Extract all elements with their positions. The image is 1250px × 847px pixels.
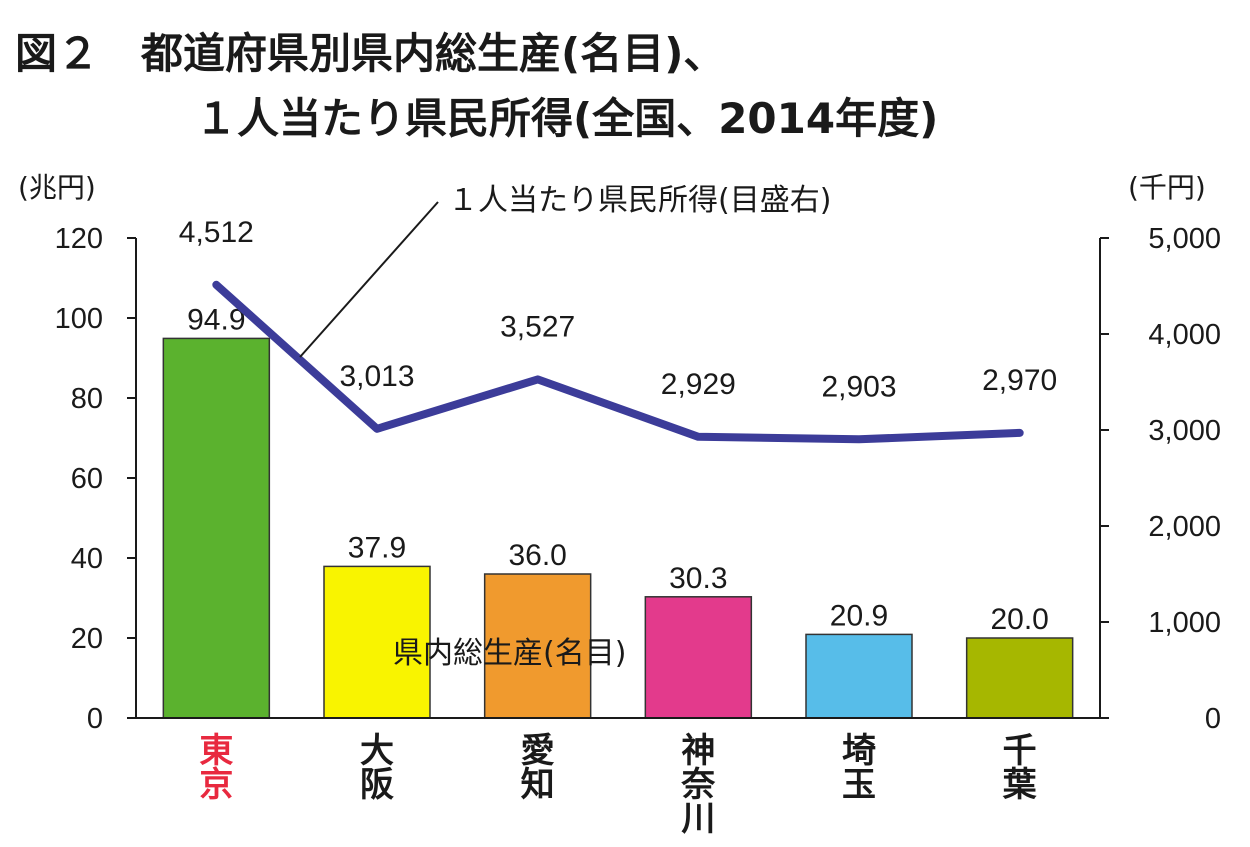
left-tick-label: 80 bbox=[71, 383, 103, 415]
right-axis-unit: (千円) bbox=[1128, 171, 1206, 204]
right-tick-label: 3,000 bbox=[1148, 415, 1221, 447]
left-axis-ticks: 0 20 40 60 80 100 120 bbox=[55, 223, 136, 735]
line-series-callout-leader bbox=[299, 201, 439, 358]
category-label: 神奈川 bbox=[680, 731, 715, 839]
left-tick-label: 20 bbox=[71, 623, 103, 655]
line-value-label: 4,512 bbox=[179, 216, 254, 249]
bar-value-label: 94.9 bbox=[187, 303, 245, 336]
chart-title-line1: 図２ 都道府県別県内総生産(名目)、 bbox=[15, 29, 725, 78]
line-value-label: 2,929 bbox=[661, 368, 736, 401]
right-tick-label: 2,000 bbox=[1148, 511, 1221, 543]
right-axis-ticks: 0 1,000 2,000 3,000 4,000 5,000 bbox=[1100, 223, 1221, 735]
line-value-label: 2,970 bbox=[982, 364, 1057, 397]
chart-title-line2: １人当たり県民所得(全国、2014年度) bbox=[195, 94, 938, 143]
left-tick-label: 120 bbox=[55, 223, 103, 255]
bar bbox=[483, 573, 592, 719]
bar bbox=[644, 596, 753, 719]
bar-value-label: 20.0 bbox=[990, 603, 1048, 636]
bar bbox=[162, 337, 271, 719]
bar bbox=[323, 565, 431, 719]
category-labels: 東京 大阪 愛知 神奈川 埼玉 千葉 bbox=[199, 731, 1037, 839]
bar-value-label: 20.9 bbox=[830, 599, 888, 632]
line-series-callout-label: １人当たり県民所得(目盛右) bbox=[448, 183, 831, 218]
line-value-label: 2,903 bbox=[821, 370, 896, 403]
right-tick-label: 4,000 bbox=[1148, 319, 1221, 351]
left-tick-label: 100 bbox=[55, 303, 103, 335]
bar-series bbox=[162, 337, 1074, 719]
bar bbox=[805, 633, 913, 719]
left-tick-label: 60 bbox=[71, 463, 103, 495]
category-label: 大阪 bbox=[360, 731, 394, 805]
right-tick-label: 1,000 bbox=[1148, 607, 1221, 639]
bar-data-labels: 94.9 37.9 36.0 30.3 20.9 20.0 bbox=[187, 303, 1049, 636]
line-data-labels: 4,512 3,013 3,527 2,929 2,903 2,970 bbox=[179, 216, 1057, 403]
axes bbox=[135, 238, 1101, 719]
category-label: 千葉 bbox=[1002, 731, 1038, 805]
left-tick-label: 40 bbox=[71, 543, 103, 575]
right-tick-label: 0 bbox=[1205, 703, 1221, 735]
category-label: 埼玉 bbox=[842, 731, 876, 805]
bar-value-label: 37.9 bbox=[348, 531, 406, 564]
bar-value-label: 30.3 bbox=[669, 562, 727, 595]
category-label: 東京 bbox=[199, 731, 233, 805]
bar-series-label: 県内総生産(名目) bbox=[393, 636, 626, 671]
bar bbox=[965, 637, 1074, 719]
category-label: 愛知 bbox=[521, 731, 555, 805]
line-series bbox=[212, 280, 1024, 444]
line-value-label: 3,013 bbox=[339, 360, 414, 393]
bar-value-label: 36.0 bbox=[508, 539, 566, 572]
right-tick-label: 5,000 bbox=[1148, 223, 1221, 255]
left-tick-label: 0 bbox=[87, 703, 103, 735]
line-value-label: 3,527 bbox=[500, 310, 575, 343]
left-axis-unit: (兆円) bbox=[18, 171, 96, 204]
